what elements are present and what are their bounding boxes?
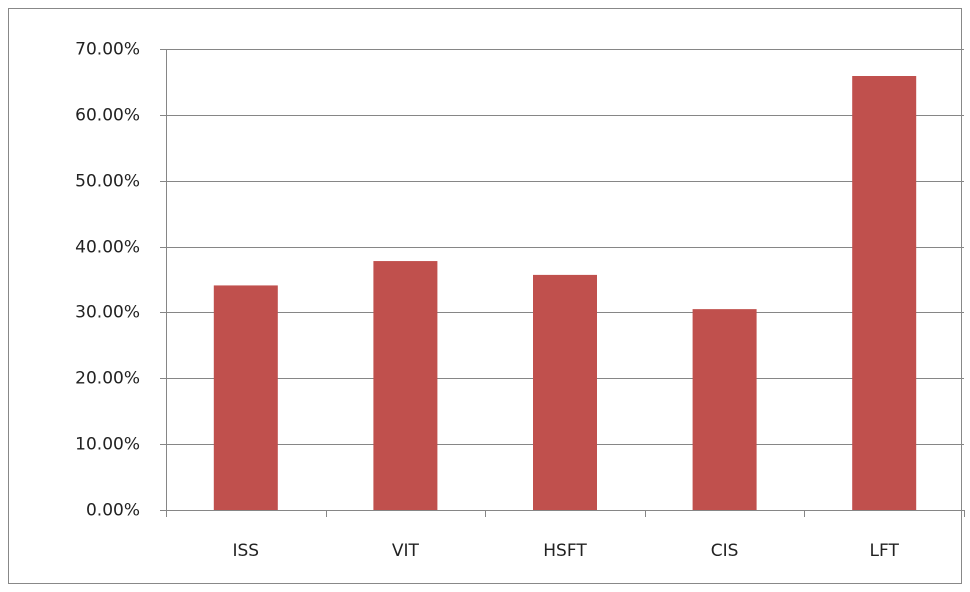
y-tick-label: 70.00%	[75, 40, 140, 60]
bar	[373, 261, 438, 510]
bar	[213, 285, 278, 510]
y-tick-label: 40.00%	[75, 238, 140, 258]
x-tick-label: LFT	[870, 541, 900, 561]
bar	[533, 274, 597, 510]
x-tick-label: HSFT	[543, 541, 587, 561]
y-tick-label: 20.00%	[75, 369, 140, 389]
bar	[692, 309, 757, 510]
y-tick-label: 30.00%	[75, 303, 140, 323]
x-tick-label: CIS	[711, 541, 739, 561]
y-tick-label: 0.00%	[86, 501, 140, 521]
x-tick-label: ISS	[232, 541, 259, 561]
bar	[852, 76, 917, 510]
x-tick-label: VIT	[392, 541, 420, 561]
chart-frame	[8, 8, 962, 584]
y-tick-label: 50.00%	[75, 172, 140, 192]
y-tick-label: 60.00%	[75, 106, 140, 126]
y-tick-label: 10.00%	[75, 435, 140, 455]
